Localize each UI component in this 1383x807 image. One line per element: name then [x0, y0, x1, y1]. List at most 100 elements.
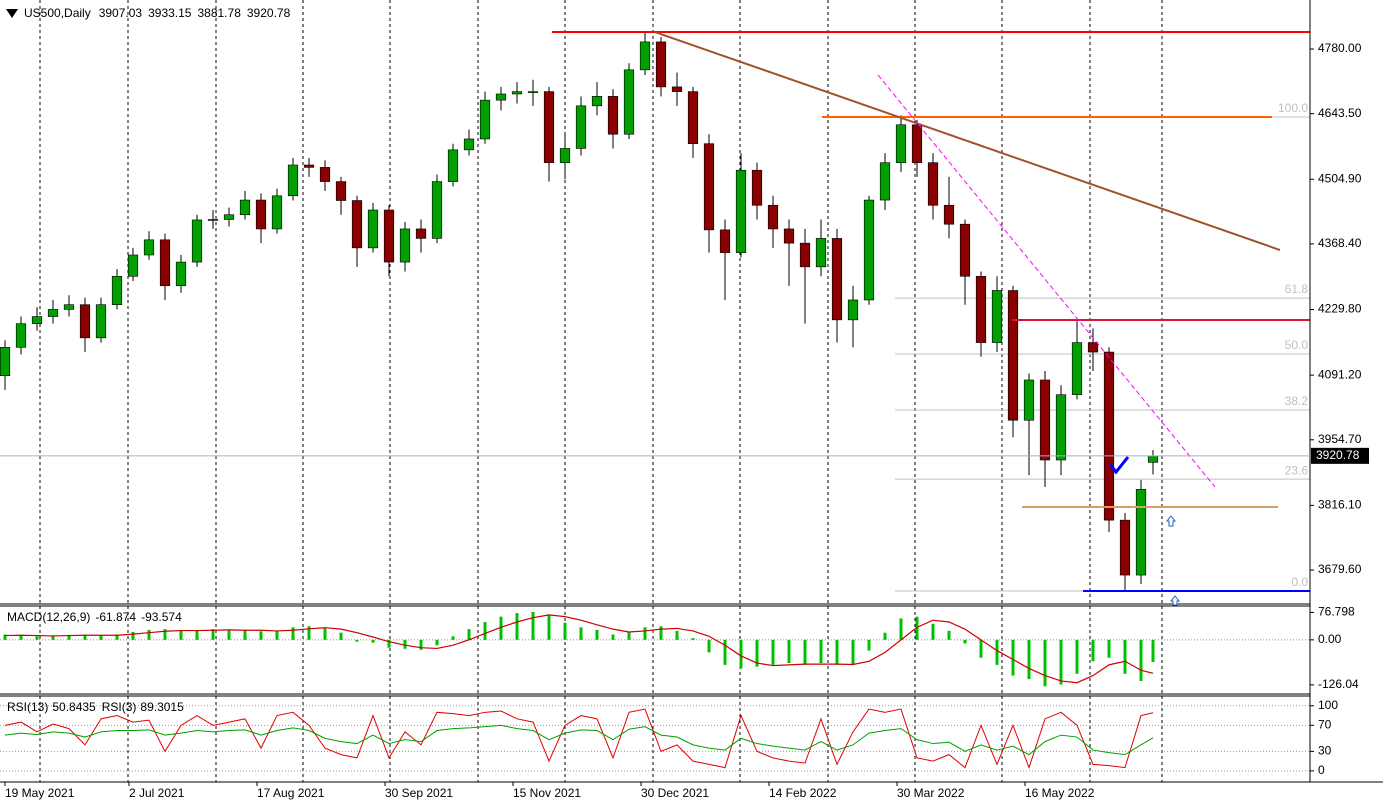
rsi-value: 50.8435	[52, 700, 96, 714]
price-label: 3920.78	[1316, 448, 1360, 462]
macd-bar	[1151, 639, 1155, 662]
candle-body	[959, 223, 971, 277]
candle-body	[351, 200, 363, 249]
macd-bar	[1075, 639, 1079, 674]
candle-body	[1103, 351, 1115, 521]
candle-body	[1135, 489, 1147, 576]
candle-body	[1007, 290, 1019, 421]
candle-body	[527, 91, 539, 93]
y-tick-label: 30	[1318, 744, 1332, 758]
x-tick-label: 2 Jul 2021	[129, 786, 185, 800]
macd-bar	[627, 632, 631, 640]
x-tick-label: 30 Dec 2021	[641, 786, 709, 800]
candle-body	[271, 195, 283, 230]
macd-bar	[1139, 639, 1143, 681]
candle-body	[799, 242, 811, 268]
candle-body	[911, 124, 923, 163]
macd-bar	[419, 639, 423, 650]
candle-body	[319, 167, 331, 182]
candle-body	[831, 238, 843, 321]
y-tick-label: 0	[1318, 763, 1325, 777]
rsi-line	[4, 724, 1154, 756]
y-tick-label: 4780.00	[1318, 41, 1362, 55]
open-value: 3907.03	[99, 6, 143, 20]
macd-bar	[67, 634, 71, 640]
candle-body	[847, 299, 859, 321]
candle-body	[735, 169, 747, 253]
y-tick-label: 3954.70	[1318, 432, 1362, 446]
candle-body	[191, 219, 203, 263]
rsi-line	[4, 708, 1154, 770]
macd-bar	[339, 632, 343, 640]
candle-body	[143, 239, 155, 256]
macd-bar	[675, 630, 679, 640]
candle-body	[991, 290, 1003, 343]
candle-body	[1119, 519, 1131, 576]
macd-bar	[979, 639, 983, 658]
macd-bar	[963, 639, 967, 644]
candle-body	[399, 228, 411, 263]
macd-bar	[851, 639, 855, 665]
macd-bar	[51, 635, 55, 640]
candle-body	[0, 347, 11, 377]
x-tick-label: 15 Nov 2021	[513, 786, 581, 800]
macd-bar	[547, 615, 551, 640]
macd-bar	[755, 639, 759, 667]
macd-bar	[3, 634, 7, 640]
rsi-name: RSI(13)	[7, 700, 48, 714]
candle-body	[79, 304, 91, 339]
check-icon	[1108, 456, 1130, 475]
macd-bar	[275, 630, 279, 640]
macd-bar	[291, 627, 295, 640]
macd-bar	[515, 613, 519, 640]
macd-bar	[195, 629, 199, 640]
candle-body	[1087, 342, 1099, 353]
chart-title: US500,Daily	[24, 6, 91, 20]
macd-bar	[931, 623, 935, 640]
candle-body	[31, 316, 43, 324]
candle-body	[559, 148, 571, 163]
price-label-box	[1311, 447, 1369, 464]
candle-body	[927, 162, 939, 206]
macd-title: MACD(12,26,9)	[7, 610, 90, 624]
candle-body	[255, 199, 267, 230]
macd-bar	[1011, 639, 1015, 676]
macd-bar	[483, 622, 487, 640]
macd-bar	[163, 629, 167, 640]
candle-body	[207, 219, 219, 221]
macd-bar	[659, 626, 663, 640]
chart-header: US500,Daily 3907.03 3933.15 3881.78 3920.78	[24, 6, 291, 20]
candle-body	[815, 238, 827, 268]
rsi-value: 89.3015	[140, 700, 184, 714]
candle-body	[287, 164, 299, 197]
candle-body	[303, 164, 315, 168]
candle-body	[367, 209, 379, 249]
macd-bar	[579, 627, 583, 640]
macd-bar	[355, 639, 359, 642]
x-tick-label: 19 May 2021	[5, 786, 75, 800]
candle-body	[431, 181, 443, 239]
candle-body	[447, 149, 459, 182]
candle-body	[1147, 455, 1159, 463]
candle-body	[495, 93, 507, 101]
candle-body	[687, 91, 699, 145]
trend-line	[654, 31, 1281, 251]
close-value: 3920.78	[247, 6, 291, 20]
fib-label: 23.6	[1285, 463, 1309, 477]
macd-bar	[771, 639, 775, 665]
macd-bar	[1043, 639, 1047, 687]
candle-body	[463, 138, 475, 151]
candle-body	[639, 41, 651, 71]
menu-icon	[6, 9, 18, 18]
candle-body	[111, 275, 123, 305]
candle-body	[751, 169, 763, 206]
candle-body	[863, 199, 875, 301]
fib-label: 0.0	[1291, 575, 1308, 589]
macd-bar	[387, 639, 391, 648]
candle-body	[703, 143, 715, 231]
macd-bar	[451, 636, 455, 640]
macd-bar	[835, 639, 839, 665]
candle-body	[47, 309, 59, 317]
candle-body	[63, 304, 75, 310]
candle-body	[671, 86, 683, 92]
